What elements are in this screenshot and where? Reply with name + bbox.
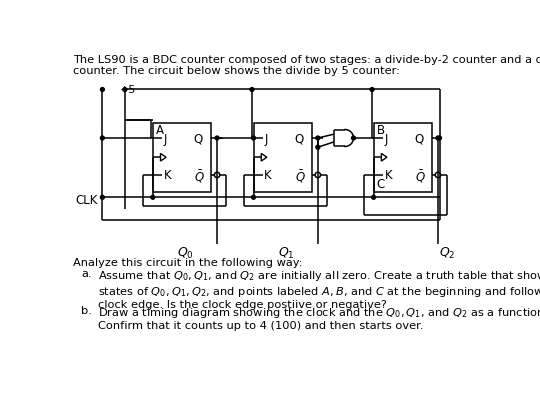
Text: J: J bbox=[384, 133, 388, 145]
Text: K: K bbox=[164, 169, 171, 182]
Text: J: J bbox=[164, 133, 167, 145]
Text: $\bar{Q}$: $\bar{Q}$ bbox=[194, 169, 205, 185]
Text: $Q_1$: $Q_1$ bbox=[278, 246, 294, 261]
Circle shape bbox=[436, 136, 440, 140]
Text: +5: +5 bbox=[119, 85, 136, 95]
Circle shape bbox=[215, 136, 219, 140]
Text: J: J bbox=[265, 133, 268, 145]
Text: A: A bbox=[156, 124, 164, 137]
Text: C: C bbox=[377, 178, 385, 191]
Circle shape bbox=[100, 88, 104, 91]
Text: Analyze this circuit in the following way:: Analyze this circuit in the following wa… bbox=[73, 258, 302, 268]
Bar bbox=[253, 123, 312, 192]
Circle shape bbox=[100, 136, 104, 140]
Text: $Q_0$: $Q_0$ bbox=[177, 246, 194, 261]
Circle shape bbox=[372, 195, 375, 199]
Circle shape bbox=[151, 195, 154, 199]
Text: Q: Q bbox=[415, 133, 424, 145]
Bar bbox=[153, 123, 211, 192]
Text: Draw a timing diagram showing the clock and the $Q_0, Q_1$, and $Q_2$ as a funct: Draw a timing diagram showing the clock … bbox=[98, 306, 540, 331]
Text: CLK: CLK bbox=[75, 194, 98, 207]
Text: $Q_2$: $Q_2$ bbox=[439, 246, 455, 261]
Circle shape bbox=[100, 195, 104, 199]
Text: b.: b. bbox=[82, 306, 92, 316]
Text: Q: Q bbox=[295, 133, 304, 145]
Circle shape bbox=[250, 88, 254, 91]
Circle shape bbox=[316, 136, 320, 140]
Text: B: B bbox=[377, 124, 385, 137]
Bar bbox=[374, 123, 432, 192]
Text: The LS90 is a BDC counter composed of two stages: a divide-by-2 counter and a di: The LS90 is a BDC counter composed of tw… bbox=[73, 55, 540, 77]
Text: a.: a. bbox=[82, 269, 92, 279]
Circle shape bbox=[123, 88, 127, 91]
Text: Assume that $Q_0, Q_1$, and $Q_2$ are initially all zero. Create a truth table t: Assume that $Q_0, Q_1$, and $Q_2$ are in… bbox=[98, 269, 540, 311]
Circle shape bbox=[316, 145, 320, 149]
Text: Q: Q bbox=[194, 133, 203, 145]
Circle shape bbox=[352, 136, 355, 140]
Circle shape bbox=[252, 136, 255, 140]
Circle shape bbox=[252, 195, 255, 199]
Text: $\bar{Q}$: $\bar{Q}$ bbox=[415, 169, 426, 185]
Circle shape bbox=[370, 88, 374, 91]
Text: $\bar{Q}$: $\bar{Q}$ bbox=[295, 169, 305, 185]
Text: K: K bbox=[384, 169, 392, 182]
Circle shape bbox=[437, 136, 441, 140]
Text: K: K bbox=[265, 169, 272, 182]
